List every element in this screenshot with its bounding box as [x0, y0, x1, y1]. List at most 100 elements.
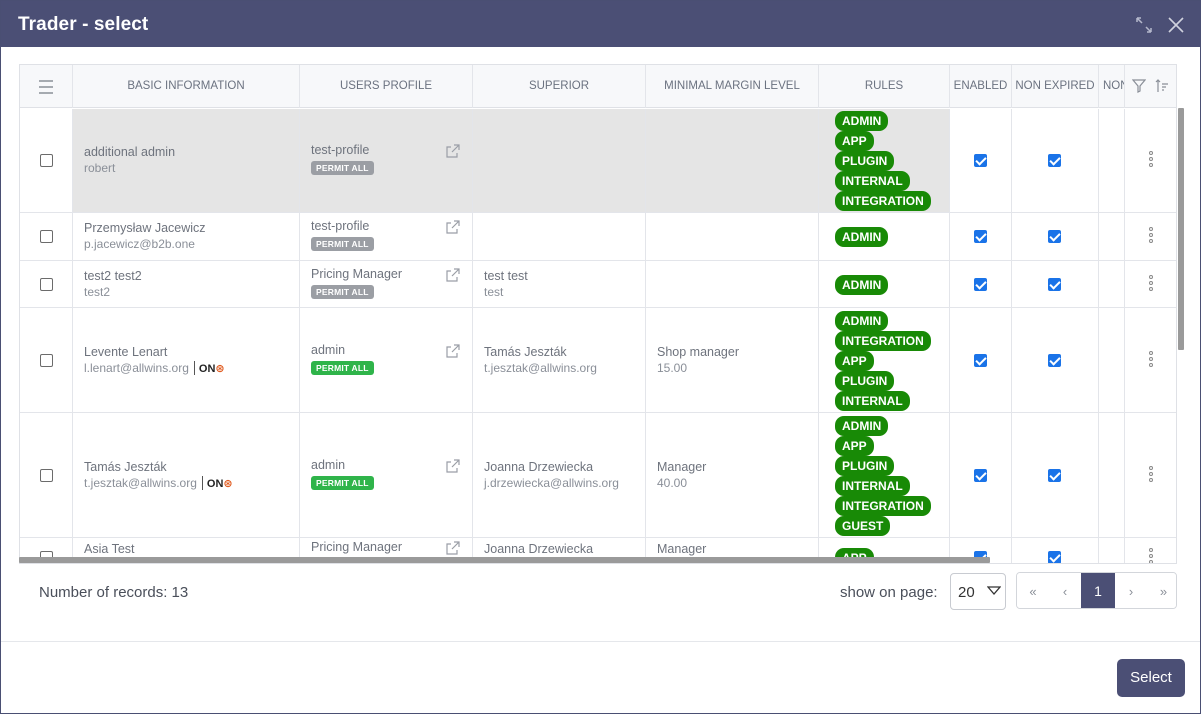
column-menu-button[interactable]	[20, 65, 73, 108]
non-expired-checkbox[interactable]	[1048, 230, 1061, 243]
non-expired-checkbox[interactable]	[1048, 154, 1061, 167]
row-checkbox[interactable]	[40, 230, 53, 243]
row-select-cell	[20, 413, 73, 537]
margin-level-name: Shop manager	[657, 344, 740, 359]
enabled-cell	[950, 213, 1012, 260]
trader-name: Asia Test	[84, 542, 135, 556]
column-enabled[interactable]: ENABLED	[950, 65, 1012, 108]
select-button[interactable]: Select	[1117, 659, 1185, 697]
table-row[interactable]: additional admin robert test-profile PERMIT…	[20, 109, 1176, 213]
rule-badge: ADMIN	[835, 227, 889, 247]
close-icon[interactable]	[1166, 15, 1186, 35]
kebab-menu-icon[interactable]	[1149, 151, 1153, 169]
external-link-icon[interactable]	[446, 458, 460, 473]
page-size-select[interactable]: 20	[950, 573, 1006, 610]
column-minimal-margin-level[interactable]: MINIMAL MARGIN LEVEL	[646, 65, 819, 108]
trader-login: l.lenart@allwins.org ON⊛	[84, 360, 225, 375]
superior-email: t.jesztak@allwins.org	[484, 360, 597, 375]
column-non-truncated[interactable]: NON	[1099, 65, 1125, 108]
profile-name: test-profile	[311, 219, 370, 233]
table-row[interactable]: Przemysław Jacewicz p.jacewicz@b2b.one tes…	[20, 213, 1176, 261]
kebab-menu-icon[interactable]	[1149, 465, 1153, 484]
external-link-icon[interactable]	[446, 267, 460, 282]
basic-information-cell: Levente Lenart l.lenart@allwins.org ON⊛	[73, 308, 300, 412]
profile-name: Pricing Manager	[311, 266, 403, 281]
basic-information-cell: Tamás Jeszták t.jesztak@allwins.org ON⊛	[73, 413, 300, 537]
vertical-scrollbar[interactable]	[1178, 108, 1184, 350]
column-basic-information[interactable]: BASIC INFORMATION	[73, 65, 300, 108]
on-logo: ON⊛	[198, 362, 225, 375]
enabled-checkbox[interactable]	[974, 154, 987, 167]
rule-badge: INTEGRATION	[835, 495, 931, 516]
superior-cell: Tamás Jeszták t.jesztak@allwins.org	[473, 308, 646, 412]
rule-badge: ADMIN	[835, 274, 889, 295]
trader-name: Tamás Jeszták	[84, 459, 167, 474]
column-non-expired[interactable]: NON EXPIRED	[1012, 65, 1099, 108]
profile-name: admin	[311, 342, 346, 357]
superior-name: Joanna Drzewiecka	[484, 542, 594, 556]
users-profile-cell: admin PERMIT ALL	[300, 308, 473, 412]
chevron-down-icon	[987, 586, 1001, 595]
margin-level-name: Manager	[657, 459, 707, 474]
table-row[interactable]: Levente Lenart l.lenart@allwins.org ON⊛ adm…	[20, 308, 1176, 413]
non-expired-cell	[1012, 538, 1099, 563]
last-page-button[interactable]: »	[1147, 573, 1176, 608]
next-page-button[interactable]: ›	[1115, 573, 1148, 608]
kebab-menu-icon[interactable]	[1149, 548, 1153, 563]
table-row[interactable]: Tamás Jeszták t.jesztak@allwins.org ON⊛ adm…	[20, 413, 1176, 538]
row-actions-cell	[1125, 109, 1176, 212]
enabled-checkbox[interactable]	[974, 277, 987, 291]
non-expired-checkbox[interactable]	[1048, 551, 1061, 563]
users-profile-cell: test-profile PERMIT ALL	[300, 213, 473, 260]
page-1-button[interactable]: 1	[1081, 573, 1116, 608]
column-rules[interactable]: RULES	[819, 65, 950, 108]
dialog-title: Trader - select	[18, 14, 149, 35]
users-profile-cell: test-profile PERMIT ALL	[300, 109, 473, 212]
rule-badge: PLUGIN	[835, 455, 895, 476]
expand-icon[interactable]	[1134, 15, 1154, 35]
kebab-menu-icon[interactable]	[1149, 350, 1153, 369]
superior-cell: Joanna Drzewiecka j.drzewiecka@allwins.or…	[473, 413, 646, 537]
superior-name: test test	[484, 268, 528, 283]
table-row[interactable]: test2 test2 test2 Pricing Manager PERMIT AL…	[20, 261, 1176, 308]
trader-login: t.jesztak@allwins.org ON⊛	[84, 475, 233, 490]
row-checkbox[interactable]	[40, 277, 53, 291]
rule-badge: PLUGIN	[835, 370, 895, 391]
filter-icon[interactable]	[1132, 79, 1146, 93]
non-truncated-cell	[1099, 413, 1125, 537]
row-select-cell	[20, 308, 73, 412]
margin-level-value: 40.00	[657, 475, 688, 490]
non-expired-checkbox[interactable]	[1048, 468, 1061, 482]
row-actions-cell	[1125, 213, 1176, 260]
basic-information-cell: Asia Test	[73, 538, 300, 563]
non-expired-checkbox[interactable]	[1048, 353, 1061, 367]
external-link-icon[interactable]	[446, 541, 460, 555]
kebab-menu-icon[interactable]	[1149, 274, 1153, 293]
column-users-profile[interactable]: USERS PROFILE	[300, 65, 473, 108]
row-checkbox[interactable]	[40, 468, 53, 482]
pagination: « ‹ 1 › »	[1016, 572, 1177, 609]
permit-badge: PERMIT ALL	[311, 161, 374, 175]
non-truncated-cell	[1099, 538, 1125, 563]
external-link-icon[interactable]	[446, 144, 460, 158]
superior-email: j.drzewiecka@allwins.org	[484, 475, 619, 490]
external-link-icon[interactable]	[446, 343, 460, 358]
enabled-checkbox[interactable]	[974, 230, 987, 243]
prev-page-button[interactable]: ‹	[1049, 573, 1082, 608]
sort-icon[interactable]	[1155, 79, 1169, 93]
external-link-icon[interactable]	[446, 220, 460, 234]
row-select-cell	[20, 109, 73, 212]
enabled-checkbox[interactable]	[974, 353, 987, 367]
horizontal-scrollbar[interactable]	[19, 557, 990, 563]
first-page-button[interactable]: «	[1017, 573, 1050, 608]
enabled-cell	[950, 109, 1012, 212]
non-expired-checkbox[interactable]	[1048, 277, 1061, 291]
column-superior[interactable]: SUPERIOR	[473, 65, 646, 108]
enabled-checkbox[interactable]	[974, 468, 987, 482]
non-expired-cell	[1012, 308, 1099, 412]
kebab-menu-icon[interactable]	[1149, 227, 1153, 245]
row-checkbox[interactable]	[40, 154, 53, 167]
rule-badge: ADMIN	[835, 310, 889, 331]
row-checkbox[interactable]	[40, 353, 53, 367]
